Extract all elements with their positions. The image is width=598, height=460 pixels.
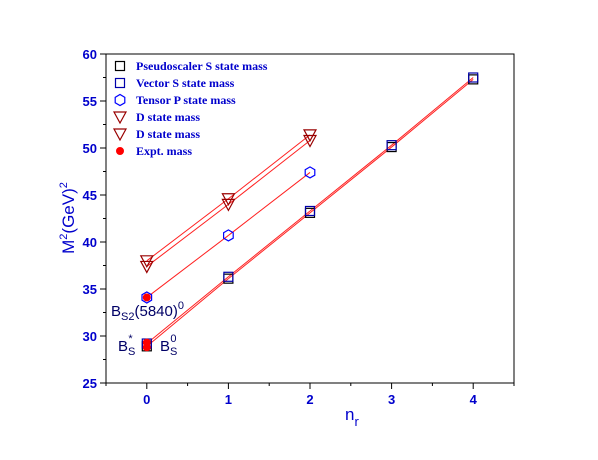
fit-line-segment	[146, 278, 229, 347]
annotation-bs-star: BS*	[118, 333, 135, 358]
fit-lines	[146, 77, 474, 347]
axis-ticks: 0 1 2 3 4 25 30 35 40 45 50 55 60	[83, 47, 515, 407]
y-tick-label: 45	[83, 188, 97, 203]
fit-line-segment	[391, 78, 474, 148]
legend-label: Vector S state mass	[136, 76, 235, 90]
fit-line-segment	[146, 276, 229, 344]
data-point	[139, 260, 154, 274]
y-tick-label: 55	[83, 94, 97, 109]
y-tick-label: 40	[83, 235, 97, 250]
data-point	[302, 134, 318, 148]
fit-line-segment	[309, 144, 392, 212]
legend-label: D state mass	[136, 110, 200, 124]
legend-marker	[114, 60, 126, 72]
legend-marker	[116, 147, 124, 155]
data-markers	[139, 72, 479, 352]
x-tick-label: 4	[470, 392, 478, 407]
fit-line-segment	[391, 77, 474, 146]
legend-label: D state mass	[136, 127, 200, 141]
y-tick-label: 60	[83, 47, 97, 62]
data-point	[304, 205, 316, 217]
fit-line-segment	[228, 212, 311, 280]
data-point	[302, 129, 318, 143]
y-tick-label: 25	[83, 376, 97, 391]
legend-label: Expt. mass	[136, 144, 192, 158]
fit-line-segment	[146, 198, 229, 262]
data-point	[223, 229, 234, 242]
legend-label: Tensor P state mass	[136, 93, 236, 107]
data-point	[468, 72, 479, 83]
data-point	[139, 255, 154, 269]
data-point	[223, 271, 234, 282]
legend-marker	[114, 93, 126, 107]
y-axis-title: M2(GeV)2	[58, 182, 78, 254]
fit-line-segment	[228, 140, 311, 205]
annotation-bs2-5840: BS2(5840)0	[111, 300, 184, 323]
legend: Pseudoscaler S state mass Vector S state …	[112, 59, 268, 158]
x-tick-label: 0	[143, 392, 150, 407]
x-tick-label: 3	[388, 392, 395, 407]
fit-line-segment	[146, 204, 229, 267]
data-point	[221, 198, 236, 212]
y-tick-label: 30	[83, 329, 97, 344]
fit-line-segment	[228, 172, 311, 236]
y-tick-label: 35	[83, 282, 97, 297]
y-tick-label: 50	[83, 141, 97, 156]
data-point	[221, 193, 236, 207]
legend-marker	[112, 128, 128, 142]
data-point	[141, 291, 153, 304]
fit-line-segment	[228, 210, 311, 278]
legend-label: Pseudoscaler S state mass	[136, 59, 268, 73]
data-point	[142, 293, 151, 302]
data-point	[142, 338, 151, 347]
data-point	[304, 166, 316, 179]
annotation-bs0: BS0	[160, 333, 177, 358]
fit-line-segment	[228, 134, 311, 200]
x-axis-title: nr	[345, 405, 359, 429]
fit-line-segment	[146, 235, 229, 298]
fit-line-segment	[309, 146, 392, 214]
legend-marker	[112, 111, 128, 125]
legend-marker	[114, 77, 126, 89]
x-tick-label: 2	[306, 392, 313, 407]
data-point	[386, 140, 397, 151]
x-tick-label: 1	[225, 392, 232, 407]
